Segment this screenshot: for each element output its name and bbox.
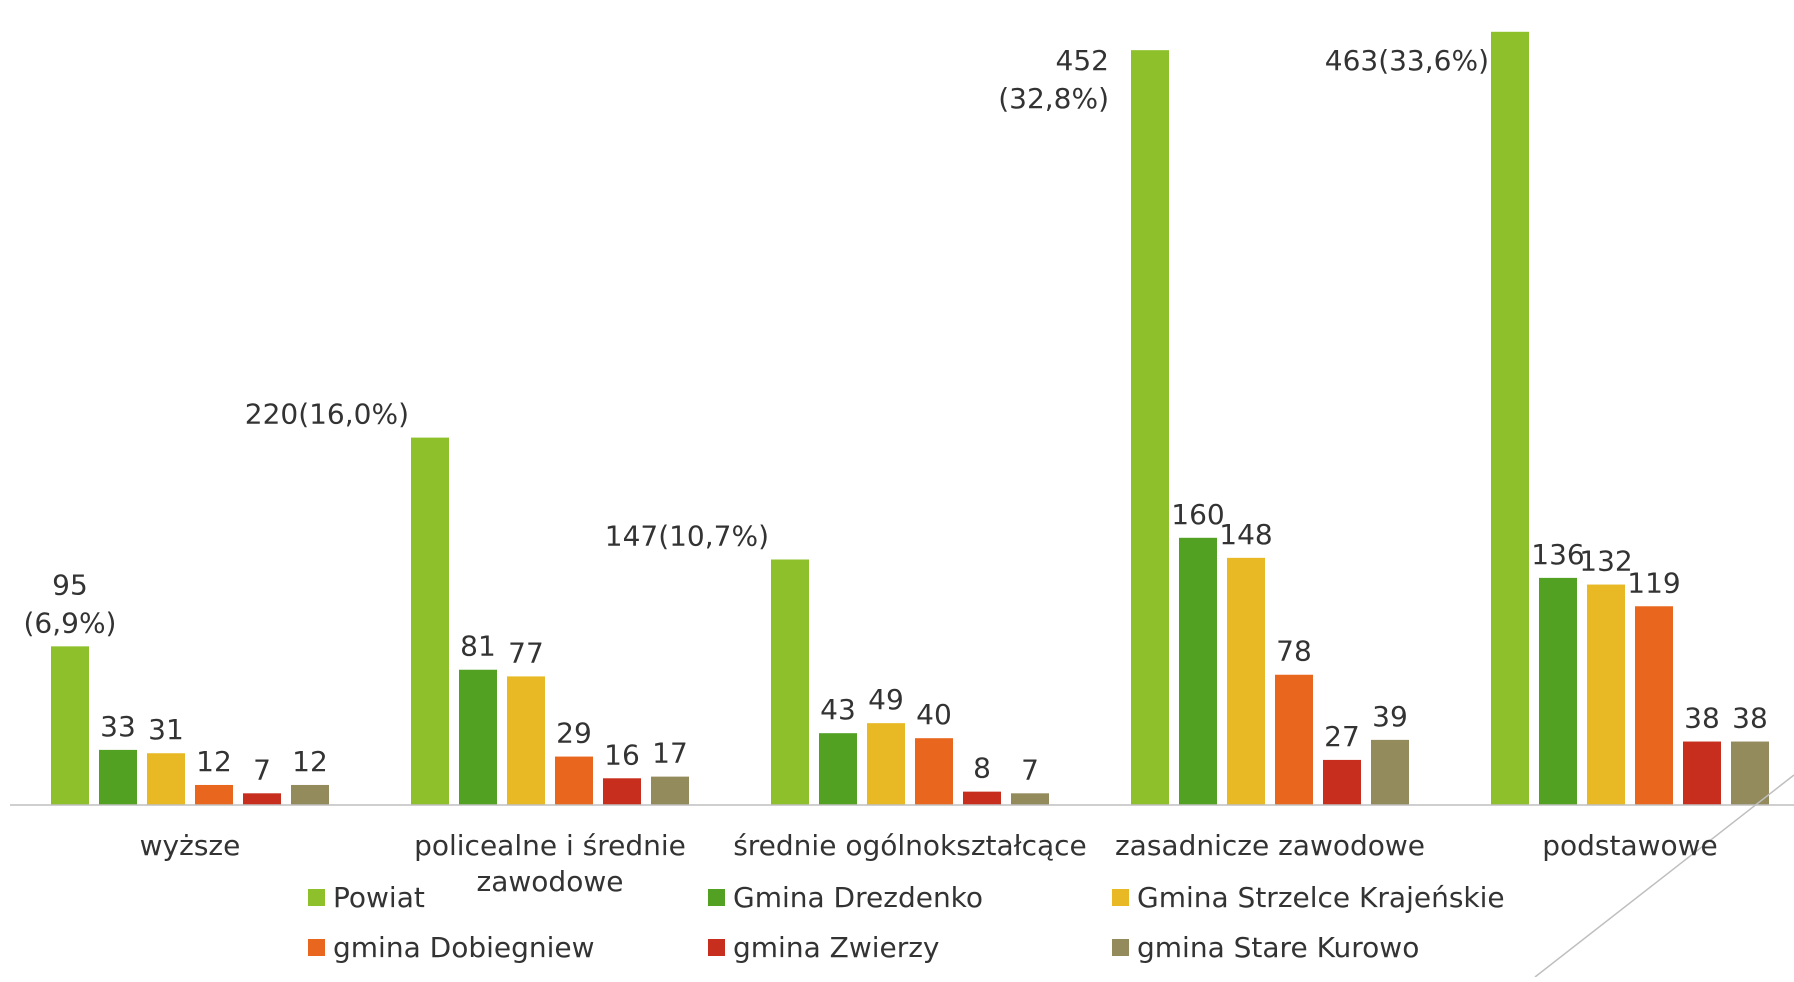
value-label-gmina-dobiegniew-srednie-ogolnoksztalcace: 40 [916, 698, 952, 731]
bar-gmina-strzelce-krajenskie-podstawowe [1587, 584, 1625, 805]
value-label-powiat-podstawowe: 463(33,6%) [1325, 44, 1489, 77]
legend-swatch-gmina-strzelce-krajenskie [1112, 889, 1129, 906]
value-label-gmina-strzelce-krajenskie-srednie-ogolnoksztalcace: 49 [868, 683, 904, 716]
value-label-gmina-stare-kurowo-zasadnicze-zawodowe: 39 [1372, 700, 1408, 733]
value-label-gmina-zwierzy-wyzsze: 7 [253, 753, 271, 786]
bar-gmina-dobiegniew-zasadnicze-zawodowe [1275, 674, 1313, 805]
value-label-gmina-drezdenko-srednie-ogolnoksztalcace: 43 [820, 693, 856, 726]
legend-label-gmina-drezdenko: Gmina Drezdenko [733, 881, 983, 914]
bar-gmina-stare-kurowo-policealne-i-srednie-zawodowe [651, 776, 689, 805]
bar-gmina-drezdenko-srednie-ogolnoksztalcace [819, 733, 857, 805]
value-label-gmina-dobiegniew-policealne-i-srednie-zawodowe: 29 [556, 717, 592, 750]
legend-swatch-powiat [308, 889, 325, 906]
legend-label-gmina-stare-kurowo: gmina Stare Kurowo [1137, 931, 1419, 964]
bar-gmina-dobiegniew-srednie-ogolnoksztalcace [915, 738, 953, 805]
legend-label-gmina-strzelce-krajenskie: Gmina Strzelce Krajeńskie [1137, 881, 1505, 914]
legend-swatch-gmina-stare-kurowo [1112, 939, 1129, 956]
value-label-gmina-drezdenko-zasadnicze-zawodowe: 160 [1171, 498, 1224, 531]
legend-item-gmina-drezdenko: Gmina Drezdenko [708, 881, 983, 914]
bar-gmina-dobiegniew-podstawowe [1635, 606, 1673, 805]
legend-swatch-gmina-zwierzy [708, 939, 725, 956]
bar-gmina-dobiegniew-policealne-i-srednie-zawodowe [555, 756, 593, 805]
value-label-gmina-strzelce-krajenskie-podstawowe: 132 [1579, 545, 1632, 578]
value-label-gmina-strzelce-krajenskie-wyzsze: 31 [148, 713, 184, 746]
value-label-powiat-wyzsze: 95 (6,9%) [24, 568, 117, 639]
bar-gmina-stare-kurowo-zasadnicze-zawodowe [1371, 739, 1409, 805]
value-label-gmina-stare-kurowo-wyzsze: 12 [292, 745, 328, 778]
bar-powiat-podstawowe [1491, 31, 1529, 806]
category-label-srednie-ogolnoksztalcace: średnie ogólnokształcące [733, 829, 1087, 862]
legend-item-gmina-stare-kurowo: gmina Stare Kurowo [1112, 931, 1419, 964]
bar-gmina-zwierzy-podstawowe [1683, 741, 1721, 805]
legend: Powiat Gmina Drezdenko Gmina Strzelce Kraj… [308, 881, 1505, 964]
bar-gmina-strzelce-krajenskie-srednie-ogolnoksztalcace [867, 723, 905, 805]
value-label-gmina-dobiegniew-podstawowe: 119 [1627, 566, 1680, 599]
value-label-gmina-strzelce-krajenskie-zasadnicze-zawodowe: 148 [1219, 518, 1272, 551]
legend-item-gmina-zwierzy: gmina Zwierzy [708, 931, 940, 964]
value-label-powiat-srednie-ogolnoksztalcace: 147(10,7%) [605, 520, 769, 553]
decorative-corner-line [1534, 774, 1794, 978]
legend-item-powiat: Powiat [308, 881, 425, 914]
value-label-gmina-dobiegniew-zasadnicze-zawodowe: 78 [1276, 635, 1312, 668]
legend-swatch-gmina-dobiegniew [308, 939, 325, 956]
value-label-gmina-drezdenko-podstawowe: 136 [1531, 538, 1584, 571]
category-labels-layer: wyższe policealne i średnie zawodowe średni… [140, 829, 1718, 898]
value-label-gmina-zwierzy-policealne-i-srednie-zawodowe: 16 [604, 738, 640, 771]
bar-powiat-policealne-i-srednie-zawodowe [411, 437, 449, 805]
value-labels-layer: 95 (6,9%) 33 31 12 7 12 220(16,0%) 81 77 29 16 17 147… [24, 44, 1768, 786]
bars-layer [51, 31, 1769, 806]
value-label-gmina-zwierzy-podstawowe: 38 [1684, 702, 1720, 735]
legend-label-gmina-zwierzy: gmina Zwierzy [733, 931, 940, 964]
value-label-gmina-stare-kurowo-srednie-ogolnoksztalcace: 7 [1021, 753, 1039, 786]
category-label-zasadnicze-zawodowe: zasadnicze zawodowe [1115, 829, 1425, 862]
bar-gmina-drezdenko-zasadnicze-zawodowe [1179, 537, 1217, 805]
bar-powiat-srednie-ogolnoksztalcace [771, 559, 809, 805]
bar-gmina-strzelce-krajenskie-policealne-i-srednie-zawodowe [507, 676, 545, 805]
value-label-gmina-drezdenko-wyzsze: 33 [100, 710, 136, 743]
bar-gmina-strzelce-krajenskie-wyzsze [147, 753, 185, 805]
bar-gmina-drezdenko-wyzsze [99, 749, 137, 805]
bar-gmina-strzelce-krajenskie-zasadnicze-zawodowe [1227, 557, 1265, 805]
bar-gmina-zwierzy-wyzsze [243, 793, 281, 805]
bar-gmina-dobiegniew-wyzsze [195, 784, 233, 805]
legend-swatch-gmina-drezdenko [708, 889, 725, 906]
bar-powiat-wyzsze [51, 646, 89, 805]
category-label-podstawowe: podstawowe [1542, 829, 1718, 862]
value-label-gmina-stare-kurowo-policealne-i-srednie-zawodowe: 17 [652, 737, 688, 770]
bar-gmina-drezdenko-podstawowe [1539, 577, 1577, 805]
bar-gmina-stare-kurowo-wyzsze [291, 784, 329, 805]
bar-gmina-zwierzy-zasadnicze-zawodowe [1323, 759, 1361, 805]
category-label-wyzsze: wyższe [140, 829, 241, 862]
value-label-gmina-strzelce-krajenskie-policealne-i-srednie-zawodowe: 77 [508, 636, 544, 669]
value-label-powiat-policealne-i-srednie-zawodowe: 220(16,0%) [245, 398, 409, 431]
value-label-gmina-zwierzy-zasadnicze-zawodowe: 27 [1324, 720, 1360, 753]
value-label-gmina-zwierzy-srednie-ogolnoksztalcace: 8 [973, 752, 991, 785]
bar-powiat-zasadnicze-zawodowe [1131, 50, 1169, 806]
legend-label-powiat: Powiat [333, 881, 425, 914]
bar-gmina-zwierzy-srednie-ogolnoksztalcace [963, 791, 1001, 805]
bar-gmina-stare-kurowo-srednie-ogolnoksztalcace [1011, 793, 1049, 805]
bar-gmina-zwierzy-policealne-i-srednie-zawodowe [603, 778, 641, 805]
bar-gmina-drezdenko-policealne-i-srednie-zawodowe [459, 669, 497, 805]
value-label-gmina-dobiegniew-wyzsze: 12 [196, 745, 232, 778]
legend-label-gmina-dobiegniew: gmina Dobiegniew [333, 931, 595, 964]
category-label-policealne-i-srednie-zawodowe: policealne i średnie zawodowe [414, 829, 686, 898]
value-label-gmina-drezdenko-policealne-i-srednie-zawodowe: 81 [460, 630, 496, 663]
bar-gmina-stare-kurowo-podstawowe [1731, 741, 1769, 805]
value-label-powiat-zasadnicze-zawodowe: 452 (32,8%) [998, 44, 1109, 115]
value-label-gmina-stare-kurowo-podstawowe: 38 [1732, 702, 1768, 735]
legend-item-gmina-dobiegniew: gmina Dobiegniew [308, 931, 595, 964]
legend-item-gmina-strzelce-krajenskie: Gmina Strzelce Krajeńskie [1112, 881, 1505, 914]
